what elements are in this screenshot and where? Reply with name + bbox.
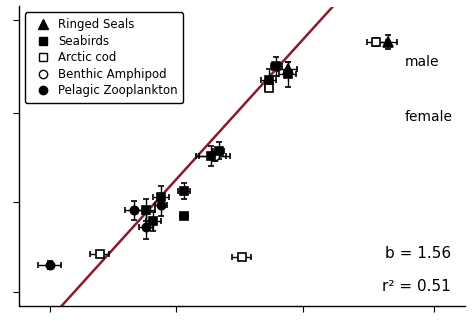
Text: male: male: [404, 55, 439, 69]
Text: female: female: [404, 110, 452, 124]
Legend: Ringed Seals, Seabirds, Arctic cod, Benthic Amphipod, Pelagic Zooplankton: Ringed Seals, Seabirds, Arctic cod, Bent…: [25, 12, 183, 103]
Text: r² = 0.51: r² = 0.51: [383, 279, 451, 293]
Text: b = 1.56: b = 1.56: [385, 246, 451, 261]
